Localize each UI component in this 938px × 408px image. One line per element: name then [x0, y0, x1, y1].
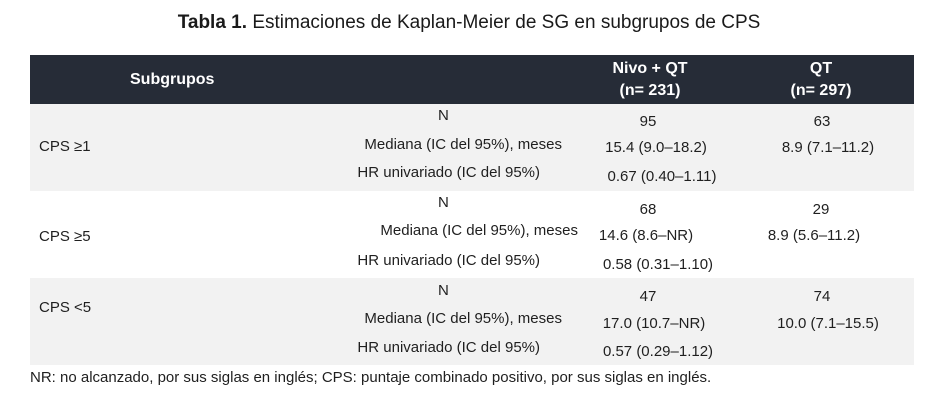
stat-label-n: N — [438, 107, 449, 124]
header-nivo-qt: Nivo + QT (n= 231) — [578, 58, 722, 102]
nivo-n-value: 68 — [639, 201, 657, 218]
table-header: Subgrupos Nivo + QT (n= 231) QT (n= 297) — [30, 55, 914, 104]
row-label: CPS ≥1 — [39, 138, 91, 155]
stat-label-n: N — [438, 194, 449, 211]
nivo-median-value: 14.6 (8.6–NR) — [598, 227, 694, 244]
table-title-prefix: Tabla 1. — [177, 12, 248, 33]
stat-label-median: Mediana (IC del 95%), meses — [364, 136, 562, 153]
header-qt: QT (n= 297) — [756, 58, 886, 102]
table-footnote: NR: no alcanzado, por sus siglas en ingl… — [30, 369, 712, 386]
table-row-cps-ge1: CPS ≥1 N Mediana (IC del 95%), meses HR … — [30, 104, 914, 191]
qt-n-value: 74 — [813, 288, 831, 305]
nivo-hr-value: 0.57 (0.29–1.12) — [602, 343, 714, 360]
qt-median-value: 10.0 (7.1–15.5) — [777, 315, 879, 332]
header-subgroups: Subgrupos — [130, 71, 215, 88]
nivo-n-value: 95 — [639, 113, 657, 130]
nivo-hr-value: 0.67 (0.40–1.11) — [607, 168, 717, 185]
table-row-cps-lt5: CPS <5 N Mediana (IC del 95%), meses HR … — [30, 278, 914, 365]
header-qt-n: (n= 297) — [790, 82, 852, 99]
stat-label-median: Mediana (IC del 95%), meses — [364, 310, 562, 327]
stat-label-n: N — [438, 282, 449, 299]
stat-label-hr: HR univariado (IC del 95%) — [357, 164, 540, 181]
header-qt-name: QT — [809, 60, 833, 77]
stat-label-median: Mediana (IC del 95%), meses — [380, 222, 578, 239]
header-nivo-qt-name: Nivo + QT — [612, 60, 688, 77]
stat-label-hr: HR univariado (IC del 95%) — [357, 339, 540, 356]
table-title: Tabla 1. Estimaciones de Kaplan-Meier de… — [0, 12, 938, 34]
table-row-cps-ge5: CPS ≥5 N Mediana (IC del 95%), meses HR … — [30, 191, 914, 278]
qt-n-value: 29 — [812, 201, 830, 218]
nivo-median-value: 17.0 (10.7–NR) — [602, 315, 706, 332]
qt-median-value: 8.9 (7.1–11.2) — [781, 139, 875, 156]
stat-label-hr: HR univariado (IC del 95%) — [357, 252, 540, 269]
nivo-hr-value: 0.58 (0.31–1.10) — [602, 256, 714, 273]
table-title-text: Estimaciones de Kaplan-Meier de SG en su… — [252, 12, 761, 33]
row-label: CPS ≥5 — [39, 228, 91, 245]
header-nivo-qt-n: (n= 231) — [619, 82, 681, 99]
nivo-median-value: 15.4 (9.0–18.2) — [605, 139, 707, 156]
qt-median-value: 8.9 (5.6–11.2) — [767, 227, 861, 244]
row-label: CPS <5 — [39, 299, 92, 316]
qt-n-value: 63 — [813, 113, 831, 130]
nivo-n-value: 47 — [639, 288, 657, 305]
